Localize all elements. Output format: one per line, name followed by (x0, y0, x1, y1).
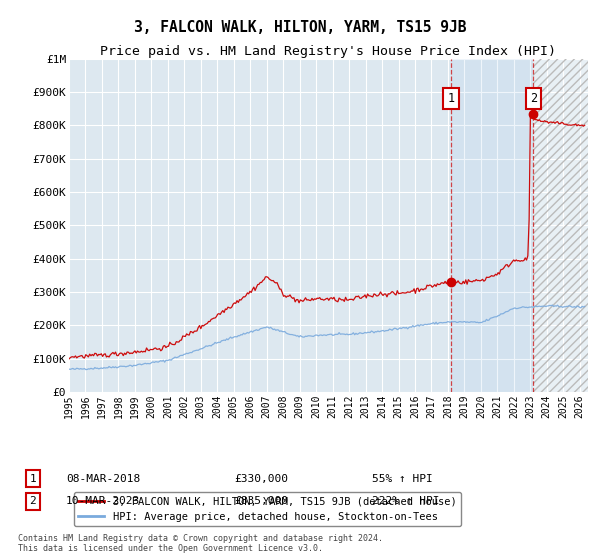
Text: 2: 2 (530, 92, 537, 105)
Text: 1: 1 (448, 92, 454, 105)
Text: £330,000: £330,000 (234, 474, 288, 484)
Bar (451, 59, 533, 392)
Bar (533, 59, 588, 392)
Text: 10-MAR-2023: 10-MAR-2023 (66, 496, 140, 506)
Title: Price paid vs. HM Land Registry's House Price Index (HPI): Price paid vs. HM Land Registry's House … (101, 45, 557, 58)
Text: 08-MAR-2018: 08-MAR-2018 (66, 474, 140, 484)
Text: 222% ↑ HPI: 222% ↑ HPI (372, 496, 439, 506)
Text: 55% ↑ HPI: 55% ↑ HPI (372, 474, 433, 484)
Bar (533, 59, 588, 392)
Text: 3, FALCON WALK, HILTON, YARM, TS15 9JB: 3, FALCON WALK, HILTON, YARM, TS15 9JB (134, 20, 466, 35)
Text: 1: 1 (29, 474, 37, 484)
Text: 2: 2 (29, 496, 37, 506)
Legend: 3, FALCON WALK, HILTON, YARM, TS15 9JB (detached house), HPI: Average price, det: 3, FALCON WALK, HILTON, YARM, TS15 9JB (… (74, 492, 461, 526)
Text: Contains HM Land Registry data © Crown copyright and database right 2024.
This d: Contains HM Land Registry data © Crown c… (18, 534, 383, 553)
Text: £835,000: £835,000 (234, 496, 288, 506)
